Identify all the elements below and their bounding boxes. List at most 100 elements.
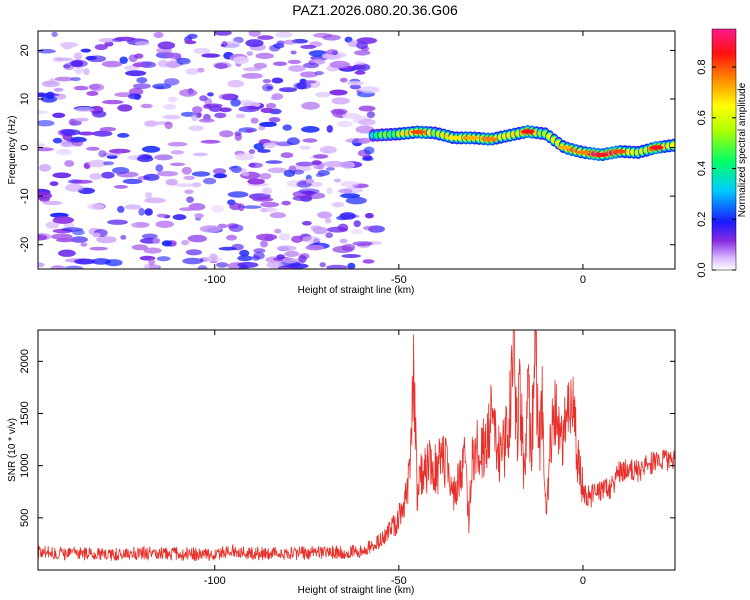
- spectrogram-noise-cell: [340, 77, 348, 83]
- spectrogram-noise-cell: [78, 131, 95, 136]
- spectrogram-noise-cell: [143, 263, 160, 269]
- spectrogram-noise-cell: [155, 220, 174, 228]
- spectrogram-noise-cell: [176, 57, 191, 65]
- spectrogram-noise-cell: [211, 204, 225, 213]
- spectrogram-noise-cell: [101, 60, 123, 68]
- spectrogram-noise-cell: [51, 31, 58, 37]
- spectrogram-ridge-peak: [649, 145, 664, 150]
- spectrogram-noise-cell: [58, 249, 76, 257]
- spectrogram-noise-cell: [152, 83, 172, 90]
- spectrogram-noise-cell: [38, 234, 48, 241]
- spectrogram-noise-cell: [73, 52, 83, 60]
- spectrogram-noise-cell: [305, 244, 325, 251]
- spectrogram-noise-cell: [132, 83, 151, 89]
- spectrogram-noise-cell: [117, 133, 130, 138]
- spectrogram-noise-cell: [326, 187, 333, 195]
- spectrogram-noise-cell: [52, 216, 74, 224]
- spectrogram-noise-cell: [329, 89, 348, 96]
- spectrogram-noise-cell: [125, 70, 147, 77]
- spectrogram-noise-cell: [38, 143, 45, 147]
- spectrogram-noise-cell: [170, 150, 184, 155]
- spectrogram-noise-cell: [42, 200, 63, 206]
- spectrogram-noise-cell: [262, 83, 274, 92]
- x-tick-label: 0: [580, 274, 586, 286]
- spectrogram-noise-cell: [233, 56, 249, 65]
- spectrogram-x-axis-label: Height of straight line (km): [298, 285, 415, 296]
- spectrogram-noise-cell: [298, 255, 307, 263]
- snr-frame: [37, 329, 676, 571]
- spectrogram-noise-cell: [73, 117, 89, 122]
- spectrogram-noise-cell: [169, 162, 186, 167]
- spectrogram-noise-cell: [49, 181, 59, 187]
- spectrogram-noise-cell: [262, 79, 271, 84]
- spectrogram-noise-cell: [186, 196, 194, 203]
- colorbar-ticks: 0.0 0.2 0.4 0.6 0.8: [696, 59, 736, 278]
- spectrogram-noise-cell: [271, 77, 284, 84]
- spectrogram-noise-cell: [353, 220, 361, 228]
- spectrogram-noise-cell: [340, 181, 359, 188]
- spectrogram-noise-cell: [185, 68, 199, 75]
- spectrogram-noise-cell: [301, 125, 320, 133]
- spectrogram-noise-cell: [38, 262, 45, 268]
- spectrogram-noise-cell: [282, 124, 292, 131]
- spectrogram-noise-cell: [38, 120, 55, 127]
- spectrogram-noise-cell: [347, 262, 356, 269]
- spectrogram-noise-cell: [227, 191, 249, 198]
- spectrogram-noise-cell: [322, 34, 341, 41]
- figure-title: PAZ1.2026.080.20.36.G06: [292, 2, 458, 18]
- spectrogram-noise-cell: [156, 171, 179, 177]
- x-tick-label: -100: [204, 274, 226, 286]
- spectrogram-noise-cell: [280, 152, 294, 159]
- spectrogram-noise-cell: [326, 264, 348, 269]
- spectrogram-noise-cell: [315, 173, 325, 178]
- spectrogram-noise-cell: [251, 255, 260, 261]
- spectrogram-noise-cell: [260, 107, 274, 113]
- spectrogram-noise-cell: [341, 244, 356, 252]
- spectrogram-noise-cell: [134, 41, 150, 46]
- spectrogram-noise-cell: [315, 92, 332, 98]
- spectrogram-noise-cell: [51, 233, 73, 240]
- spectrogram-noise-cell: [54, 76, 74, 82]
- spectrogram-noise-cell: [145, 192, 153, 199]
- spectrogram-noise-cell: [341, 254, 362, 258]
- spectrogram-noise-cell: [70, 77, 81, 82]
- spectrogram-noise-cell: [292, 169, 305, 175]
- spectrogram-noise-cell: [117, 205, 125, 213]
- spectrogram-noise-cell: [253, 62, 267, 69]
- spectrogram-noise-cell: [181, 166, 192, 175]
- spectrogram-noise-cell: [326, 49, 339, 55]
- spectrogram-noise-cell: [358, 105, 376, 112]
- spectrogram-noise-cell: [172, 214, 187, 221]
- spectrogram-noise-cell: [345, 196, 367, 205]
- spectrogram-noise-cell: [247, 178, 265, 185]
- spectrogram-noise-cell: [278, 265, 296, 269]
- spectrogram-noise-cell: [349, 84, 361, 90]
- spectrogram-noise-cell: [166, 52, 182, 59]
- spectrogram-noise-cell: [245, 128, 254, 133]
- spectrogram-noise-cell: [268, 117, 281, 123]
- spectrogram-noise-cell: [117, 104, 133, 112]
- spectrogram-noise-cell: [363, 146, 375, 155]
- spectrogram-noise-cell: [163, 104, 177, 110]
- spectrogram-noise-cell: [198, 118, 215, 123]
- spectrogram-noise-cell: [204, 103, 223, 108]
- spectrogram-noise-cell: [200, 139, 221, 144]
- spectrogram-noise-cell: [300, 44, 317, 49]
- spectrogram-noise-cell: [299, 145, 311, 150]
- spectrogram-noise-cell: [99, 38, 116, 43]
- spectrogram-noise-cell: [358, 118, 376, 126]
- spectrogram-noise-cell: [363, 225, 377, 231]
- spectrogram-noise-cell: [302, 138, 318, 143]
- spectrogram-noise-cell: [103, 161, 115, 166]
- spectrogram-noise-cell: [91, 258, 111, 265]
- spectrogram-noise-cell: [338, 188, 353, 194]
- spectrogram-noise-cell: [207, 92, 214, 97]
- spectrogram-noise-cell: [255, 233, 278, 241]
- spectrogram-noise-cell: [323, 160, 346, 168]
- spectrogram-noise-cell: [187, 234, 207, 243]
- spectrogram-noise-cell: [276, 245, 297, 251]
- spectrogram-noise-cell: [241, 205, 262, 209]
- spectrogram-noise-cell: [269, 212, 286, 219]
- spectrogram-noise-cell: [325, 167, 335, 171]
